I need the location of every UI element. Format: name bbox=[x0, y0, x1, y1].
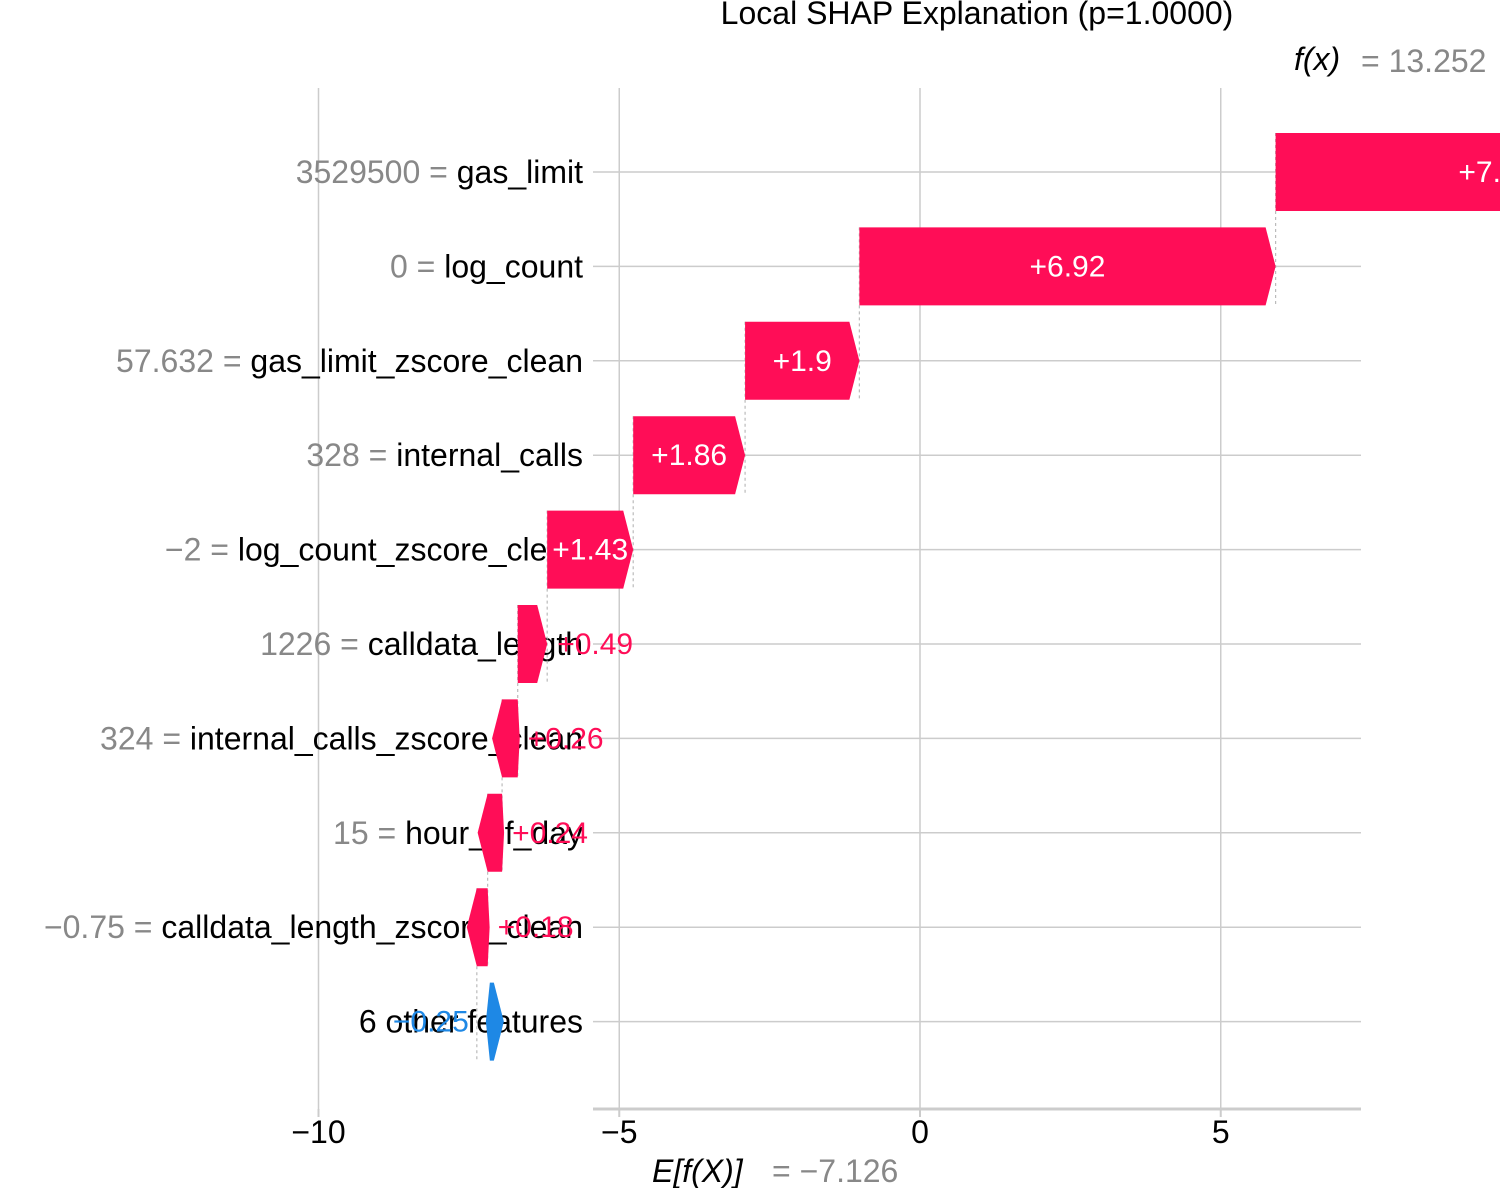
feature-label: 0 = log_count bbox=[390, 248, 583, 284]
shap-value-label: +0.49 bbox=[557, 628, 633, 661]
feature-label: 328 = internal_calls bbox=[306, 437, 583, 473]
shap-value-label: +7.34 bbox=[1458, 156, 1500, 189]
shap-bar bbox=[466, 888, 490, 967]
x-axis: −10−50510 bbox=[291, 1107, 1361, 1150]
feature-value: 328 = bbox=[306, 437, 387, 473]
shap-bar bbox=[633, 416, 746, 495]
feature-label: −0.75 = calldata_length_zscore_clean bbox=[44, 909, 583, 945]
shap-bar bbox=[517, 605, 548, 683]
shap-value-label: −0.25 bbox=[393, 1006, 469, 1039]
x-tick-label: 0 bbox=[911, 1114, 929, 1150]
shap-bar bbox=[485, 982, 504, 1061]
feature-name: log_count_zscore_clean bbox=[238, 532, 583, 568]
feature-label: 57.632 = gas_limit_zscore_clean bbox=[116, 343, 583, 379]
feature-value: 1226 = bbox=[260, 626, 359, 662]
x-tick-label: 5 bbox=[1212, 1114, 1230, 1150]
feature-value: 15 = bbox=[333, 815, 396, 851]
shap-value-label: +0.18 bbox=[498, 911, 574, 944]
feature-name: gas_limit bbox=[457, 154, 583, 190]
fx-label: f(x) bbox=[1294, 41, 1340, 77]
feature-name: calldata_length bbox=[368, 626, 583, 662]
base-value: = −7.126 bbox=[772, 1153, 898, 1188]
feature-value: 3529500 = bbox=[296, 154, 448, 190]
shap-bar bbox=[547, 510, 634, 589]
shap-bar bbox=[745, 321, 860, 400]
shap-value-label: +1.43 bbox=[552, 534, 628, 567]
feature-name: internal_calls_zscore_clean bbox=[190, 720, 583, 756]
feature-value: 57.632 = bbox=[116, 343, 241, 379]
feature-value: 324 = bbox=[100, 720, 181, 756]
chart-title: Local SHAP Explanation (p=1.0000) bbox=[721, 0, 1234, 31]
feature-name: log_count bbox=[444, 248, 583, 284]
shap-value-label: +0.24 bbox=[512, 817, 588, 850]
feature-label: 6 other features bbox=[359, 1004, 583, 1040]
feature-name: 6 other features bbox=[359, 1004, 583, 1040]
shap-bar bbox=[477, 793, 505, 872]
shap-value-label: +0.26 bbox=[528, 722, 604, 755]
x-tick-label: −10 bbox=[291, 1114, 345, 1150]
base-value-label: E[f(X)] bbox=[652, 1153, 744, 1188]
shap-bar bbox=[1275, 133, 1500, 211]
feature-value: 0 = bbox=[390, 248, 435, 284]
feature-name: gas_limit_zscore_clean bbox=[250, 343, 583, 379]
fx-value: = 13.252 bbox=[1361, 43, 1486, 79]
feature-name: calldata_length_zscore_clean bbox=[161, 909, 583, 945]
feature-name: internal_calls bbox=[396, 437, 583, 473]
shap-value-label: +1.86 bbox=[651, 439, 727, 472]
feature-rows: 3529500 = gas_limit 0 = log_count 57.632 =… bbox=[44, 154, 583, 1040]
shap-bar bbox=[492, 699, 520, 778]
shap-value-label: +6.92 bbox=[1030, 250, 1106, 283]
shap-bar bbox=[859, 227, 1276, 306]
feature-value: −2 = bbox=[165, 532, 229, 568]
bars: +7.34 +6.92 +1.9 +1.86 +1.43 +0.49 +0.26 +0.24 +… bbox=[393, 133, 1500, 1061]
shap-value-label: +1.9 bbox=[773, 345, 832, 378]
x-tick-label: −5 bbox=[601, 1114, 637, 1150]
feature-value: −0.75 = bbox=[44, 909, 153, 945]
feature-label: 3529500 = gas_limit bbox=[296, 154, 583, 190]
feature-label: −2 = log_count_zscore_clean bbox=[165, 532, 583, 568]
